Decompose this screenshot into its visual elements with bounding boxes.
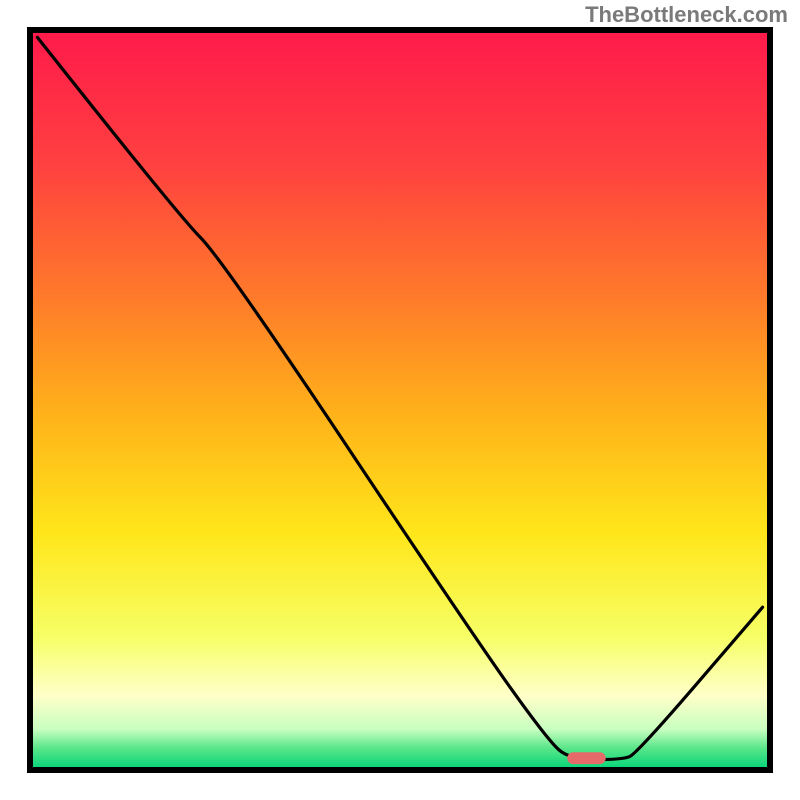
watermark-text: TheBottleneck.com [585, 2, 788, 28]
chart-root: TheBottleneck.com [0, 0, 800, 800]
optimal-marker [567, 752, 605, 764]
plot-background [30, 30, 770, 770]
bottleneck-chart [0, 0, 800, 800]
